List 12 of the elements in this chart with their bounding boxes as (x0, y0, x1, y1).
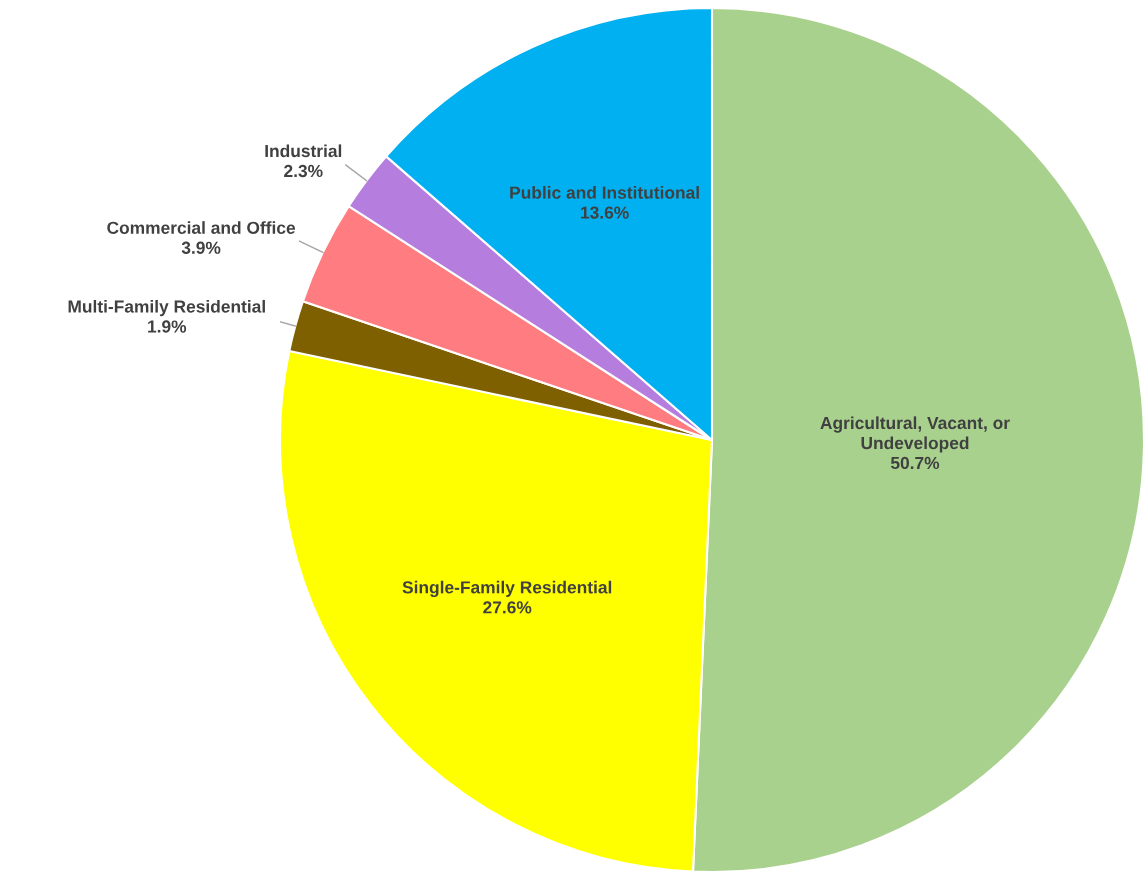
data-label: 2.3% (284, 164, 323, 178)
slice-label: Single-Family Residential (402, 580, 612, 598)
slice-label: Multi-Family Residential (68, 299, 265, 317)
data-label: 13.6% (581, 206, 629, 219)
slice-label: Agricultural, Vacant, or Undeveloped (820, 416, 1010, 453)
slice-label: Public and Institutional (510, 186, 699, 199)
data-label: 50.7% (890, 456, 940, 470)
data-label: 27.6% (483, 601, 532, 614)
data-label: 3.9% (181, 241, 221, 254)
slice-label: Industrial (265, 144, 342, 158)
data-label: 1.9% (148, 320, 187, 333)
slice-label: Commercial and Office (107, 221, 296, 234)
